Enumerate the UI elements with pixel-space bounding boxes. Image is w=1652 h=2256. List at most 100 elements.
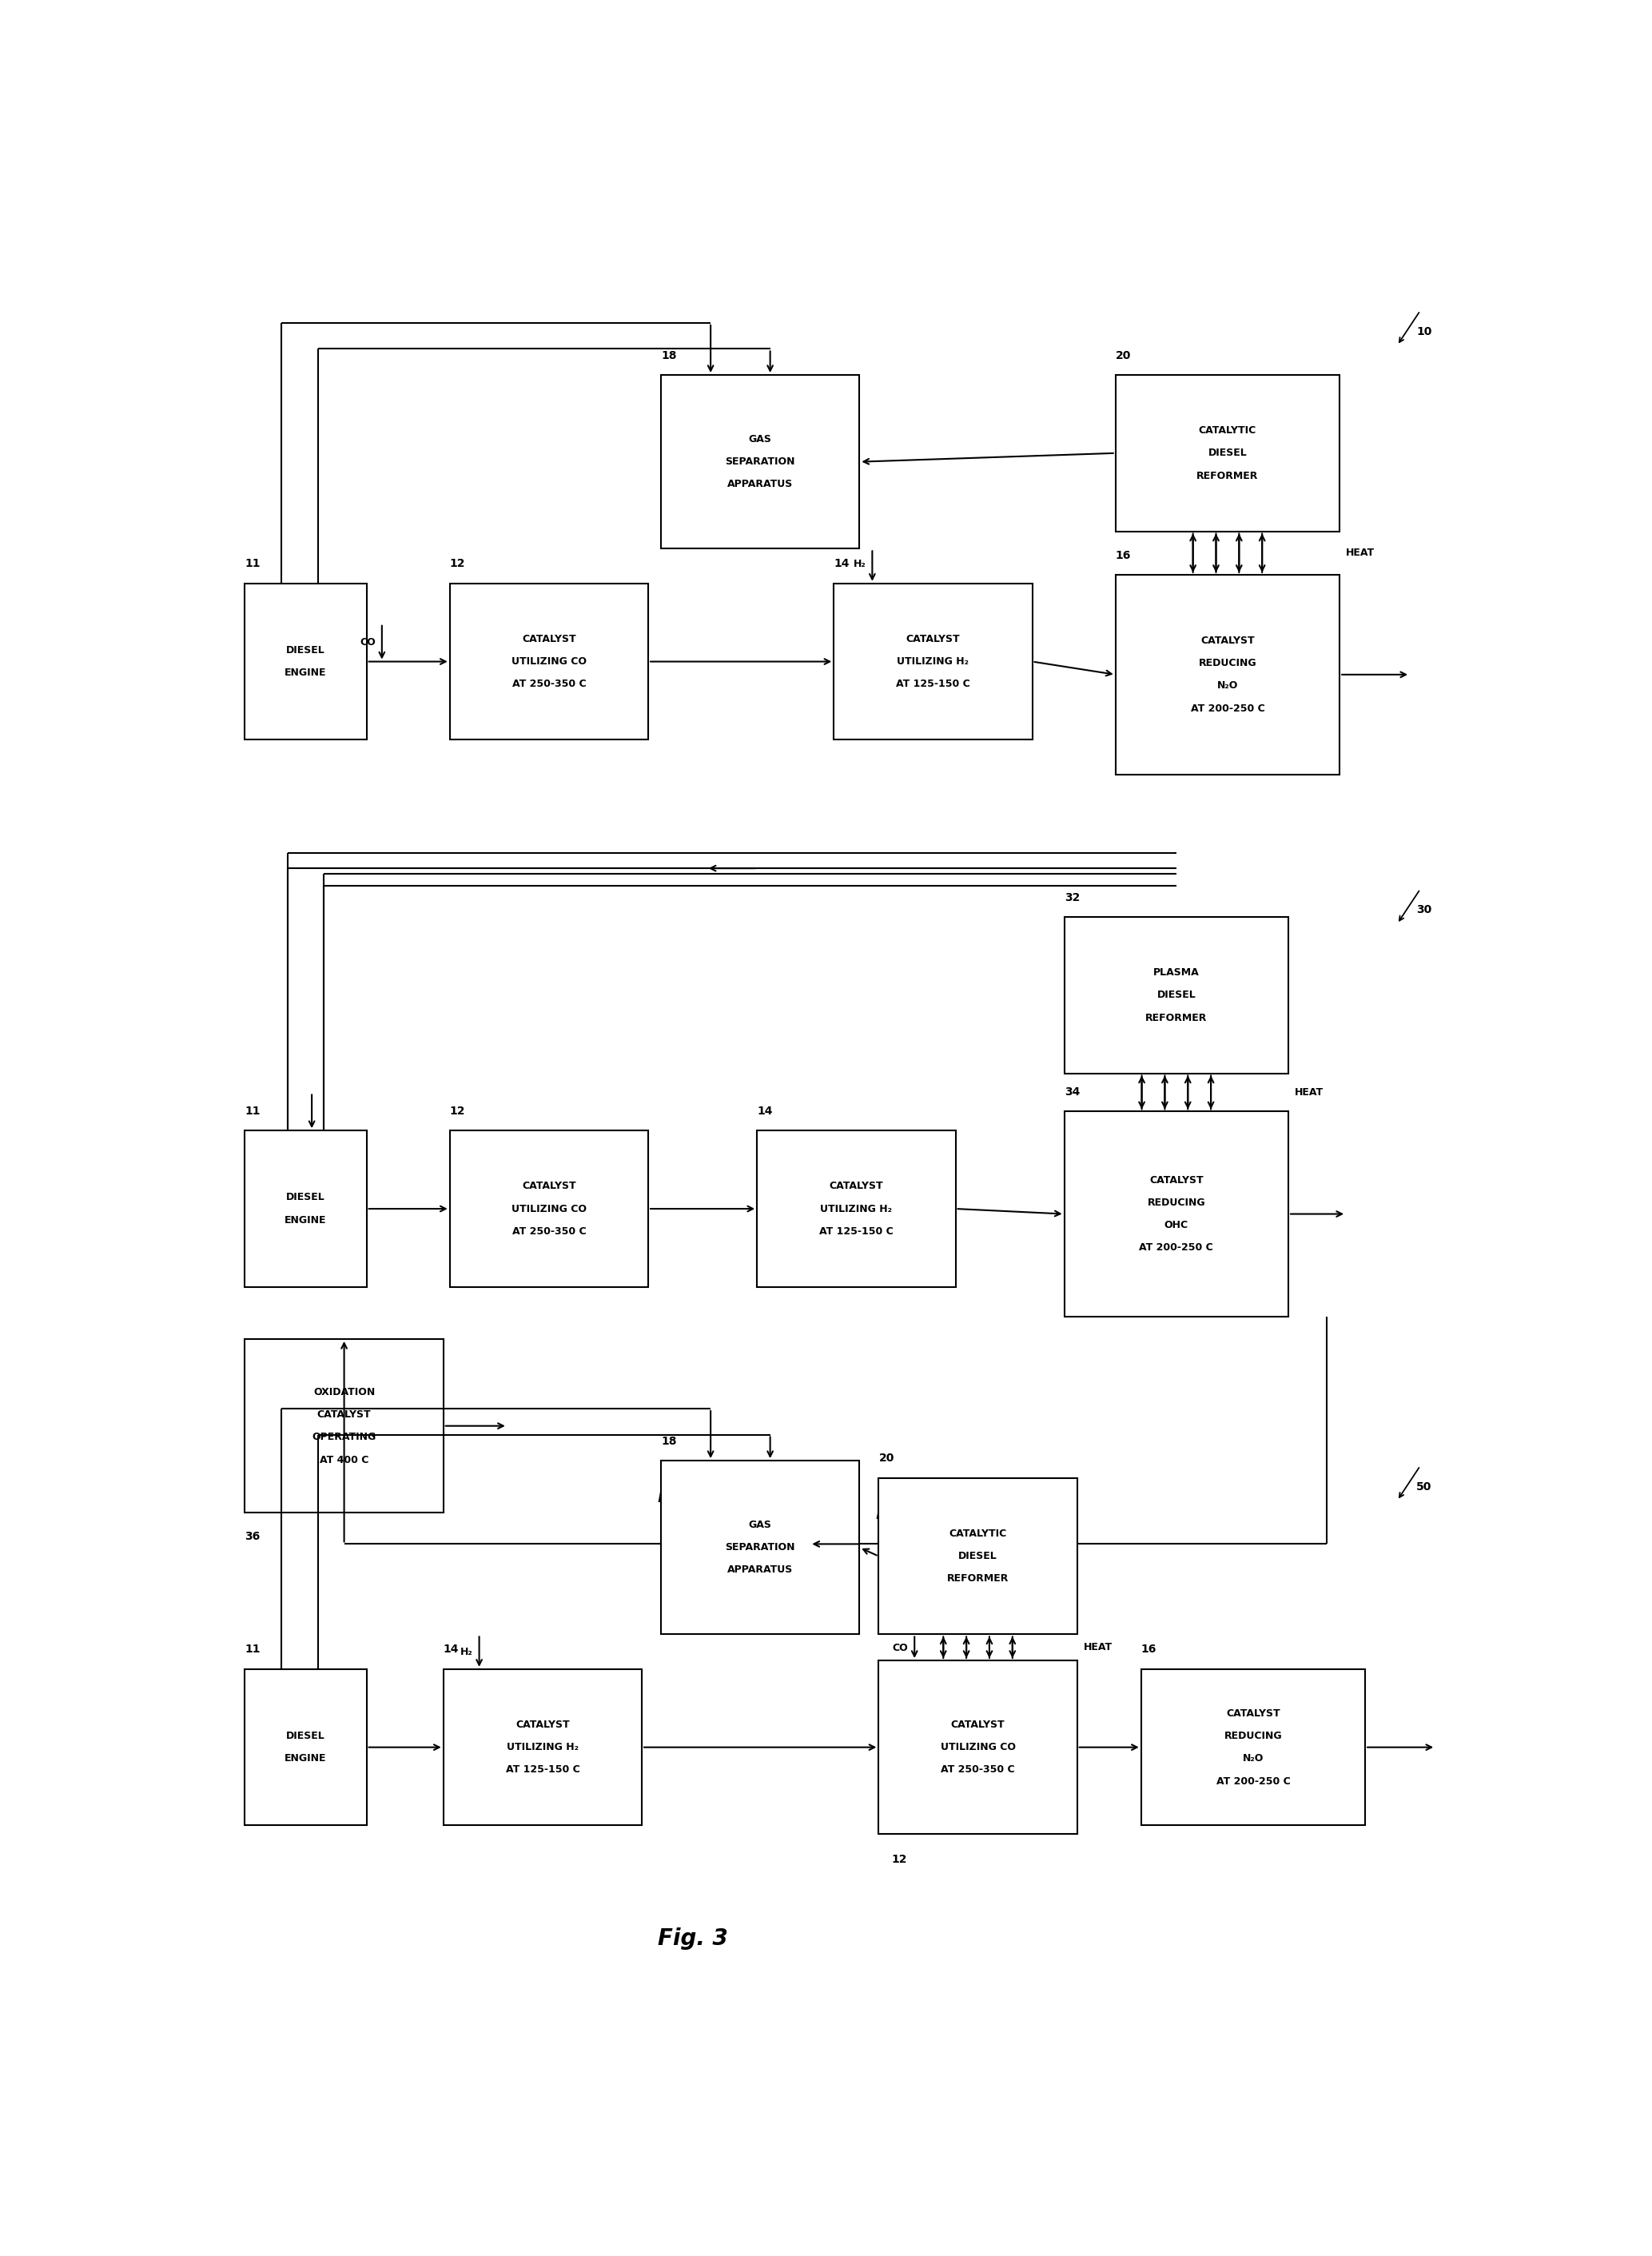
FancyBboxPatch shape [244, 584, 367, 740]
Text: AT 125-150 C: AT 125-150 C [506, 1764, 580, 1775]
FancyBboxPatch shape [661, 374, 859, 548]
Text: HEAT: HEAT [1346, 548, 1374, 557]
Text: CATALYST: CATALYST [522, 634, 577, 645]
FancyBboxPatch shape [449, 1130, 648, 1286]
FancyBboxPatch shape [1064, 916, 1289, 1074]
Text: REDUCING: REDUCING [1198, 659, 1257, 668]
Text: CATALYST: CATALYST [952, 1719, 1004, 1730]
Text: 16: 16 [1142, 1645, 1156, 1656]
Text: 18: 18 [661, 350, 677, 361]
Text: REFORMER: REFORMER [1145, 1013, 1208, 1022]
FancyBboxPatch shape [244, 1669, 367, 1825]
Text: 50: 50 [1416, 1482, 1432, 1491]
FancyBboxPatch shape [879, 1660, 1077, 1834]
Text: 12: 12 [892, 1854, 907, 1866]
Text: SEPARATION: SEPARATION [725, 456, 795, 467]
FancyBboxPatch shape [879, 1478, 1077, 1633]
Text: H₂: H₂ [461, 1647, 472, 1656]
Text: APPARATUS: APPARATUS [727, 1566, 793, 1575]
Text: OPERATING: OPERATING [312, 1433, 377, 1442]
Text: REDUCING: REDUCING [1224, 1730, 1282, 1742]
Text: N₂O: N₂O [1242, 1753, 1264, 1764]
Text: DIESEL: DIESEL [1156, 990, 1196, 999]
Text: UTILIZING CO: UTILIZING CO [512, 1202, 586, 1214]
FancyBboxPatch shape [1115, 575, 1340, 774]
Text: UTILIZING H₂: UTILIZING H₂ [821, 1202, 892, 1214]
Text: AT 250-350 C: AT 250-350 C [942, 1764, 1014, 1775]
FancyBboxPatch shape [1115, 374, 1340, 532]
Text: H₂: H₂ [854, 559, 866, 569]
Text: DIESEL: DIESEL [286, 645, 325, 656]
Text: DIESEL: DIESEL [958, 1550, 998, 1561]
Text: N₂O: N₂O [1218, 681, 1237, 690]
Text: REDUCING: REDUCING [1146, 1198, 1206, 1207]
Text: GAS: GAS [748, 433, 771, 444]
Text: CO: CO [360, 636, 375, 647]
Text: DIESEL: DIESEL [1208, 449, 1247, 458]
Text: APPARATUS: APPARATUS [727, 478, 793, 490]
Text: AT 400 C: AT 400 C [319, 1455, 368, 1464]
Text: ENGINE: ENGINE [284, 668, 327, 679]
Text: Fig. 3: Fig. 3 [657, 1927, 729, 1949]
Text: 18: 18 [661, 1435, 677, 1446]
FancyBboxPatch shape [661, 1460, 859, 1633]
Text: UTILIZING H₂: UTILIZING H₂ [507, 1742, 578, 1753]
FancyBboxPatch shape [443, 1669, 641, 1825]
Text: ENGINE: ENGINE [284, 1753, 327, 1764]
Text: Fig. 2: Fig. 2 [876, 1502, 945, 1525]
Text: DIESEL: DIESEL [286, 1730, 325, 1742]
Text: AT 250-350 C: AT 250-350 C [512, 1227, 586, 1236]
Text: AT 125-150 C: AT 125-150 C [895, 679, 970, 690]
Text: ENGINE: ENGINE [284, 1216, 327, 1225]
Text: 12: 12 [449, 557, 466, 569]
Text: SEPARATION: SEPARATION [725, 1543, 795, 1552]
Text: HEAT: HEAT [1084, 1642, 1112, 1654]
FancyBboxPatch shape [449, 584, 648, 740]
Text: CATALYST: CATALYST [829, 1180, 884, 1191]
Text: AT 200-250 C: AT 200-250 C [1191, 704, 1264, 713]
Text: 12: 12 [449, 1105, 466, 1117]
Text: CATALYST: CATALYST [905, 634, 960, 645]
Text: CATALYTIC: CATALYTIC [948, 1527, 1006, 1539]
Text: OHC: OHC [1165, 1220, 1188, 1230]
Text: AT 200-250 C: AT 200-250 C [1140, 1243, 1213, 1252]
Text: 36: 36 [244, 1532, 261, 1543]
Text: 30: 30 [1416, 905, 1432, 916]
Text: 16: 16 [1115, 550, 1132, 562]
Text: HEAT: HEAT [1295, 1087, 1323, 1099]
Text: AT 125-150 C: AT 125-150 C [819, 1227, 894, 1236]
Text: 14: 14 [834, 557, 849, 569]
FancyBboxPatch shape [244, 1340, 443, 1514]
Text: OXIDATION: OXIDATION [314, 1387, 375, 1396]
Text: 10: 10 [1416, 325, 1432, 336]
Text: UTILIZING H₂: UTILIZING H₂ [897, 656, 970, 668]
Text: 14: 14 [757, 1105, 773, 1117]
Text: 14: 14 [443, 1645, 459, 1656]
Text: UTILIZING CO: UTILIZING CO [512, 656, 586, 668]
Text: CATALYST: CATALYST [317, 1410, 372, 1419]
Text: AT 250-350 C: AT 250-350 C [512, 679, 586, 690]
FancyBboxPatch shape [244, 1130, 367, 1286]
Text: UTILIZING CO: UTILIZING CO [940, 1742, 1016, 1753]
Text: CATALYST: CATALYST [515, 1719, 570, 1730]
Text: 34: 34 [1064, 1087, 1080, 1099]
Text: 20: 20 [1115, 350, 1132, 361]
Text: Fig. 1: Fig. 1 [657, 1484, 729, 1507]
Text: REFORMER: REFORMER [1196, 472, 1259, 481]
Text: DIESEL: DIESEL [286, 1191, 325, 1202]
Text: 11: 11 [244, 1105, 261, 1117]
Text: 32: 32 [1064, 891, 1080, 902]
Text: AT 200-250 C: AT 200-250 C [1216, 1775, 1290, 1787]
Text: CO: CO [892, 1642, 909, 1654]
Text: REFORMER: REFORMER [947, 1575, 1009, 1584]
FancyBboxPatch shape [757, 1130, 955, 1286]
Text: CATALYST: CATALYST [1226, 1708, 1280, 1719]
Text: 11: 11 [244, 557, 261, 569]
Text: 11: 11 [244, 1645, 261, 1656]
FancyBboxPatch shape [834, 584, 1032, 740]
FancyBboxPatch shape [1064, 1112, 1289, 1318]
Text: 20: 20 [879, 1453, 894, 1464]
Text: CATALYST: CATALYST [1201, 636, 1254, 645]
Text: CATALYTIC: CATALYTIC [1199, 426, 1257, 435]
Text: GAS: GAS [748, 1521, 771, 1530]
